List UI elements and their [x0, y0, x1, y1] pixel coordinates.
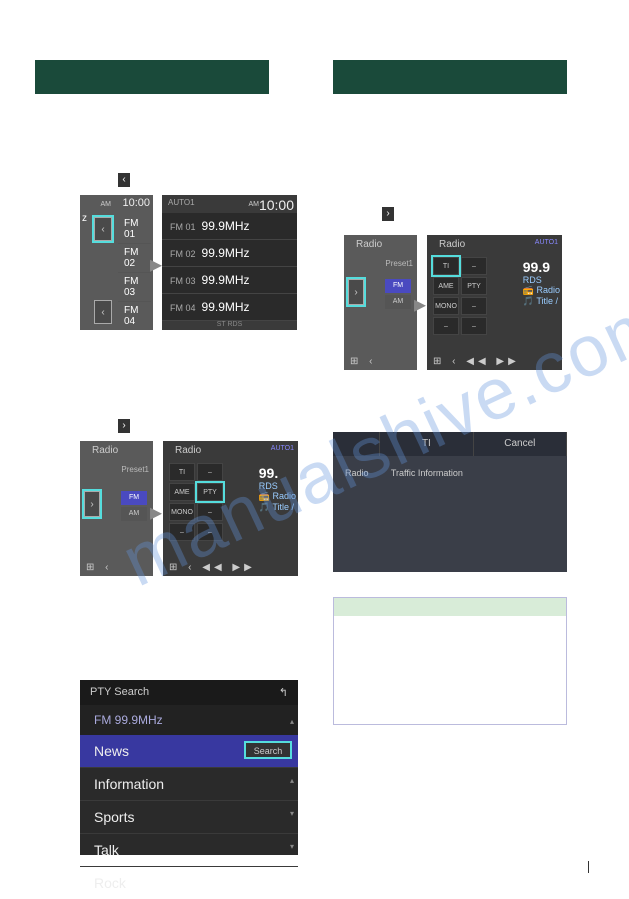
ame-btn[interactable]: AME [433, 277, 459, 295]
freq-3r: 99.9 [523, 259, 560, 275]
freq-z: z [82, 213, 87, 224]
radio-title-3l: Radio [356, 239, 382, 250]
dash-btn1[interactable]: – [461, 257, 487, 275]
ti-traffic: Traffic Information [391, 468, 463, 478]
dash-btn2[interactable]: – [461, 297, 487, 315]
radio-title-3r: Radio [439, 239, 465, 250]
pty-back[interactable]: ↰ [279, 686, 288, 699]
name-2r: 📻 Radio [259, 491, 296, 502]
note-header [334, 598, 566, 616]
auto-3r: AUTO1 [535, 239, 558, 246]
title-2r: 🎵 Title / [259, 502, 296, 513]
auto-2r: AUTO1 [271, 445, 294, 452]
fm-big-3[interactable]: FM 0399.9MHz [162, 267, 297, 294]
screen1-right: AUTO1 AM 10:00 FM 0199.9MHz FM 0299.9MHz… [162, 195, 297, 330]
pty-btn-2[interactable]: PTY [197, 483, 223, 501]
auto-label: AUTO1 [168, 198, 195, 207]
pty-btn[interactable]: PTY [461, 277, 487, 295]
dash-btn2-2[interactable]: – [197, 503, 223, 521]
fm-btn-2l[interactable]: FM [121, 491, 147, 505]
dash-btn3-2[interactable]: – [169, 523, 195, 541]
fm-btn-3l[interactable]: FM [385, 279, 411, 293]
mono-btn-2[interactable]: MONO [169, 503, 195, 521]
ti-btn-2[interactable]: TI [169, 463, 195, 481]
chev-left-btn[interactable]: ‹ [94, 217, 112, 241]
freq-2r: 99. [259, 465, 296, 481]
clock-big: 10:00 [259, 197, 294, 213]
chev-right-btn-2l[interactable]: › [84, 491, 100, 517]
fm-big-1[interactable]: FM 0199.9MHz [162, 213, 297, 240]
step1-chev: ‹ [118, 173, 130, 187]
arrow-1: ▸ [150, 250, 162, 279]
am-label-2: AM [249, 201, 260, 208]
footer-label: ST RDS [162, 321, 297, 328]
dash-btn4-2[interactable]: – [197, 523, 223, 541]
section-header-left [35, 60, 269, 94]
pty-item-sports[interactable]: Sports▾ [80, 801, 298, 834]
screen2-left: Radio Preset1 › FM AM ⊞ ‹ [80, 441, 153, 576]
clock-small: 10:00 [122, 197, 150, 209]
cancel-btn[interactable]: Cancel [474, 432, 567, 456]
dash-btn3[interactable]: – [433, 317, 459, 335]
fm-row-3[interactable]: FM 03 [118, 273, 151, 302]
dash-btn4[interactable]: – [461, 317, 487, 335]
rds-3r: RDS [523, 275, 560, 285]
bottom-icons-2l[interactable]: ⊞ ‹ [86, 562, 113, 573]
screen1-left: AM 10:00 z ‹ FM 01 FM 02 FM 03 FM 04 ‹ [80, 195, 153, 330]
step3-chev: › [382, 207, 394, 221]
screen2-right: Radio AUTO1 TI– AMEPTY MONO– –– 99. RDS … [163, 441, 298, 576]
ti-panel: TI Cancel Radio Traffic Information [333, 432, 567, 572]
radio-title-2l: Radio [92, 445, 118, 456]
fm-big-2[interactable]: FM 0299.9MHz [162, 240, 297, 267]
rds-2r: RDS [259, 481, 296, 491]
am-btn-2l[interactable]: AM [121, 507, 147, 521]
step2-chev: › [118, 419, 130, 433]
fm-row-1[interactable]: FM 01 [118, 215, 151, 244]
search-btn[interactable]: Search [244, 741, 292, 759]
pty-item-info[interactable]: Information▴ [80, 768, 298, 801]
name-3r: 📻 Radio [523, 285, 560, 296]
arrow-3: ▸ [414, 290, 426, 319]
fm-row-4[interactable]: FM 04 [118, 302, 151, 330]
screen3-left: Radio Preset1 › FM AM ⊞ ‹ [344, 235, 417, 370]
mono-btn[interactable]: MONO [433, 297, 459, 315]
chev-right-btn-3l[interactable]: › [348, 279, 364, 305]
pty-item-talk[interactable]: Talk▾ [80, 834, 298, 867]
ti-label[interactable]: TI [380, 432, 473, 456]
screen3-right: Radio AUTO1 TI– AMEPTY MONO– –– 99.9 RDS… [427, 235, 562, 370]
arrow-2: ▸ [150, 498, 162, 527]
preset-label-2l: Preset1 [121, 465, 149, 474]
am-label: AM [101, 201, 112, 208]
am-btn-3l[interactable]: AM [385, 295, 411, 309]
bottom-icons-3r[interactable]: ⊞ ‹ ◀◀ ▶▶ [433, 356, 520, 367]
fm-big-4[interactable]: FM 0499.9MHz [162, 294, 297, 321]
ti-blank [333, 432, 380, 456]
pty-freq: FM 99.9MHz [80, 705, 298, 735]
pty-item-news[interactable]: News Search ▴ [80, 735, 298, 768]
dash-btn1-2[interactable]: – [197, 463, 223, 481]
bottom-icons-2r[interactable]: ⊞ ‹ ◀◀ ▶▶ [169, 562, 256, 573]
page-margin [588, 861, 589, 873]
section-header-right [333, 60, 567, 94]
chev-left-btn2[interactable]: ‹ [94, 300, 112, 324]
pty-item-rock[interactable]: Rock [80, 867, 298, 899]
pty-title: PTY Search [90, 686, 149, 699]
ti-btn[interactable]: TI [433, 257, 459, 275]
pty-screen: PTY Search ↰ FM 99.9MHz News Search ▴ In… [80, 680, 298, 855]
title-3r: 🎵 Title / [523, 296, 560, 307]
fm-row-2[interactable]: FM 02 [118, 244, 151, 273]
preset-label-3l: Preset1 [385, 259, 413, 268]
radio-title-2r: Radio [175, 445, 201, 456]
bottom-icons-3l[interactable]: ⊞ ‹ [350, 356, 377, 367]
ame-btn-2[interactable]: AME [169, 483, 195, 501]
ti-radio: Radio [345, 468, 369, 478]
note-box [333, 597, 567, 725]
